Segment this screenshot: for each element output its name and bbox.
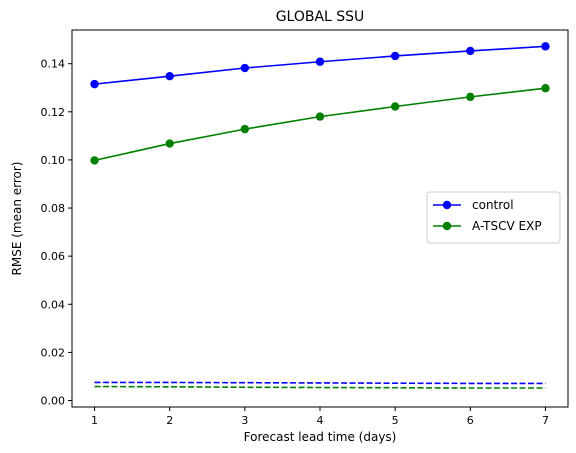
legend-marker: [442, 200, 452, 210]
x-tick-label: 4: [317, 414, 324, 427]
x-tick-label: 1: [91, 414, 98, 427]
data-point: [466, 92, 475, 102]
x-tick-label: 6: [467, 414, 474, 427]
data-point: [315, 57, 325, 66]
data-point: [240, 124, 250, 134]
y-tick-label: 0.00: [41, 395, 66, 408]
y-tick-label: 0.10: [41, 154, 66, 167]
data-point: [240, 63, 250, 73]
series-line-2: [94, 381, 546, 385]
x-axis: 1 2 3 4 5 6 7: [91, 407, 549, 427]
legend: control A-TSCV EXP: [426, 191, 561, 244]
y-tick-label: 0.14: [41, 58, 66, 71]
data-point: [165, 139, 174, 148]
y-tick-label: 0.06: [41, 250, 66, 263]
data-point: [390, 51, 400, 61]
x-tick-label: 3: [241, 414, 248, 427]
x-tick-label: 2: [166, 414, 173, 427]
data-point: [541, 84, 550, 93]
x-tick-label: 7: [542, 414, 549, 427]
data-point: [90, 79, 99, 89]
data-point: [390, 102, 400, 111]
data-point: [315, 112, 325, 121]
data-point: [466, 46, 475, 56]
y-tick-label: 0.04: [41, 298, 66, 311]
legend-marker: [442, 221, 452, 231]
x-axis-title: Forecast lead time (days): [244, 430, 397, 444]
series-line-3: [94, 385, 546, 389]
data-point: [541, 42, 550, 51]
y-tick-label: 0.08: [41, 202, 66, 215]
y-axis: 0.00 0.02 0.04 0.06 0.08 0.10 0.12 0.14: [41, 58, 72, 408]
legend-label: A-TSCV EXP: [472, 219, 542, 233]
data-point: [90, 156, 99, 165]
chart-title: GLOBAL SSU: [276, 9, 365, 25]
legend-label: control: [472, 198, 514, 212]
data-point: [165, 71, 174, 81]
x-tick-label: 5: [392, 414, 399, 427]
y-tick-label: 0.02: [41, 346, 66, 359]
y-tick-label: 0.12: [41, 106, 66, 119]
series-layer: [90, 42, 550, 389]
y-axis-title: RMSE (mean error): [10, 162, 24, 276]
